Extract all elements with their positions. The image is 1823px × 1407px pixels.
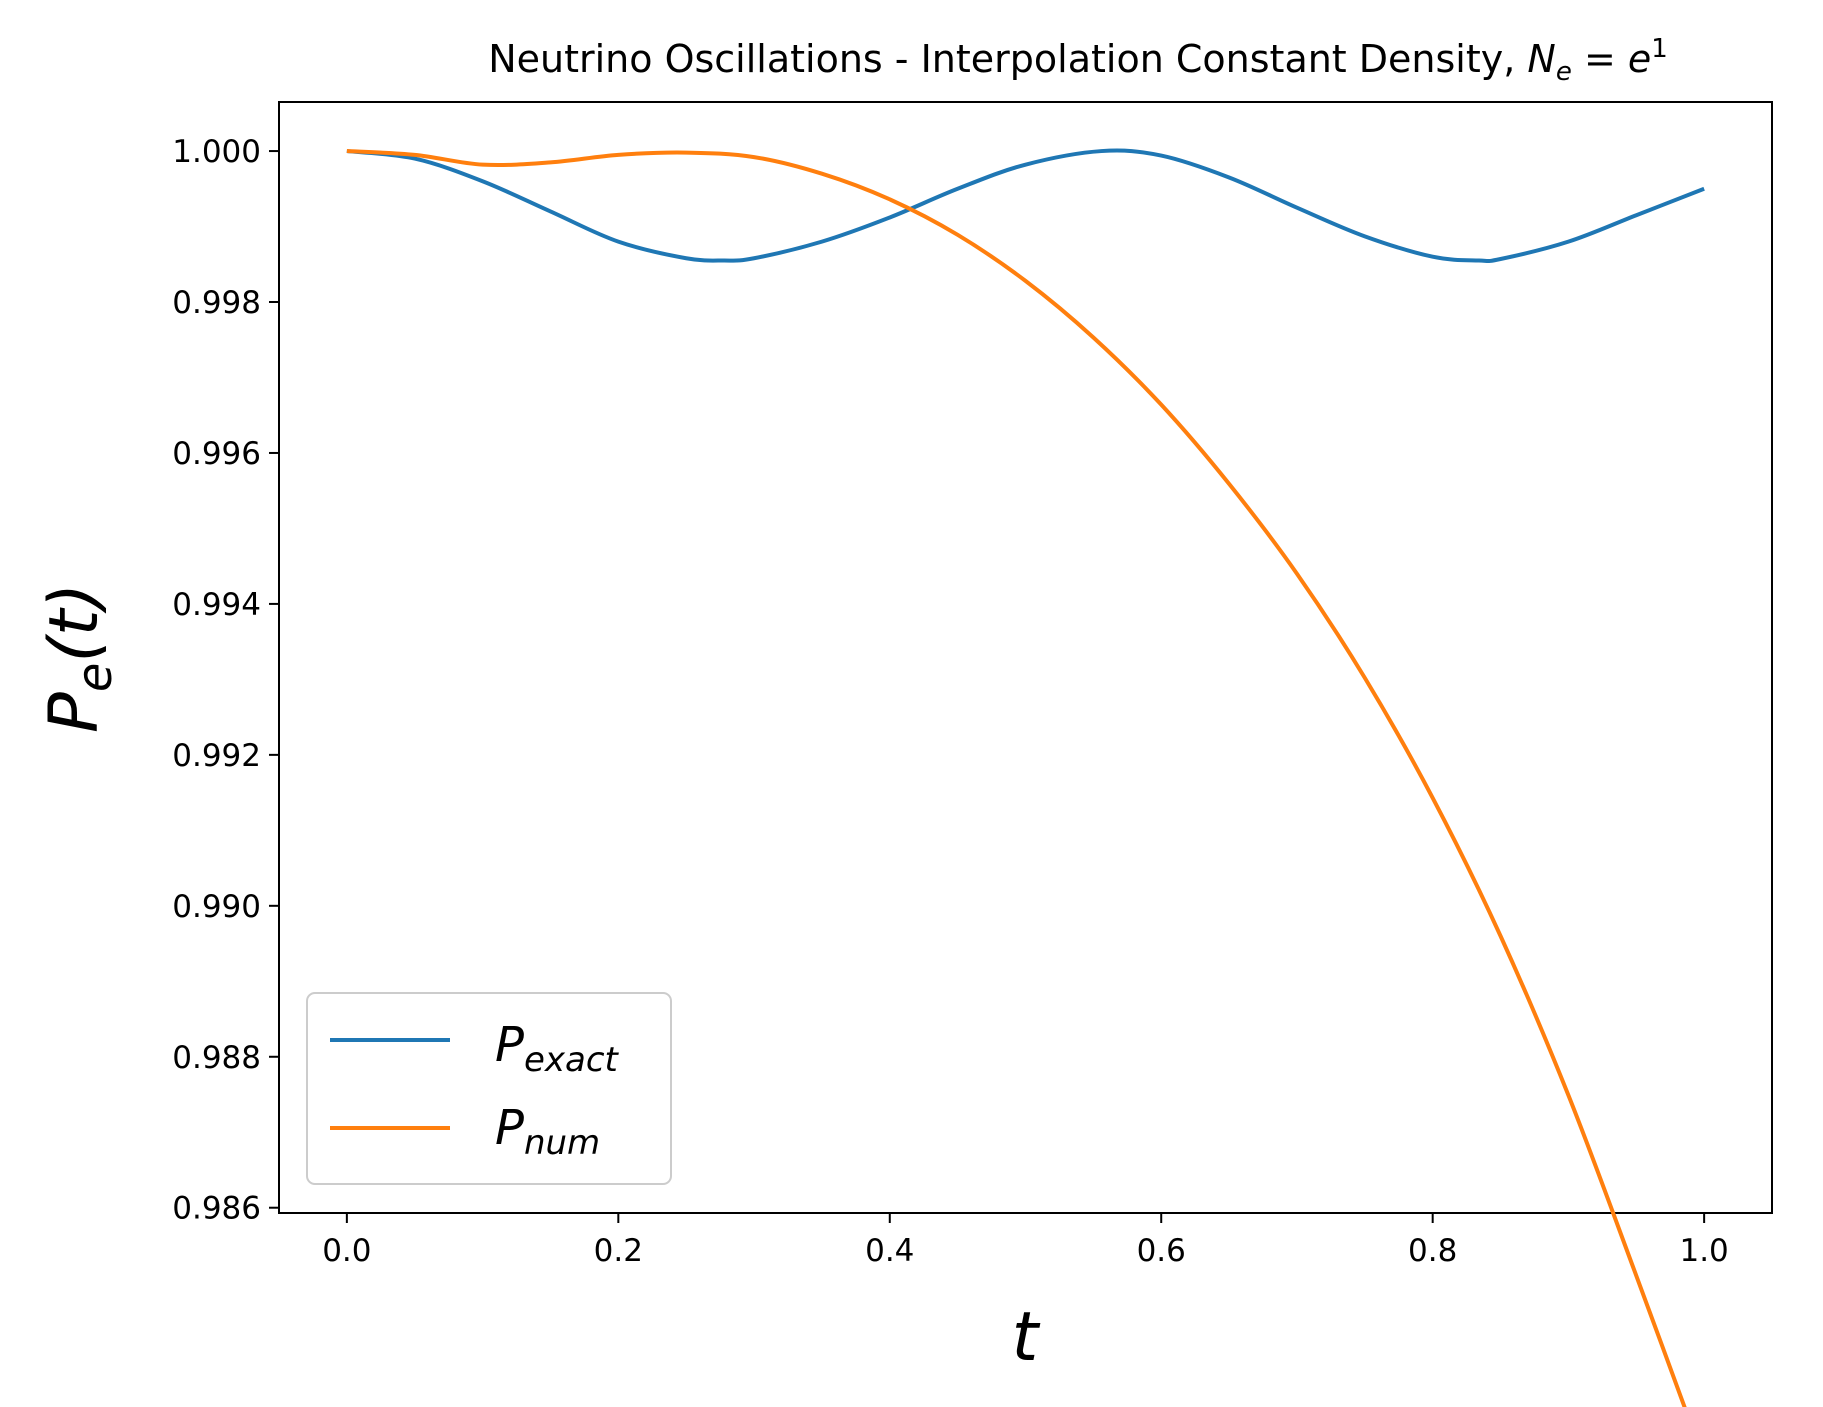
y-tick-label: 0.986 <box>172 1191 261 1227</box>
legend-label-exact-sub: exact <box>524 1040 620 1080</box>
x-tick-label: 0.4 <box>865 1233 914 1269</box>
y-axis-label-sub: e <box>67 663 123 693</box>
chart-title-math-sup: 1 <box>1651 34 1668 64</box>
x-tick-label: 0.6 <box>1137 1233 1186 1269</box>
legend: Pexact Pnum <box>306 992 672 1185</box>
x-ticks: 0.0 0.2 0.4 0.6 0.8 1.0 <box>322 1213 1729 1269</box>
x-tick-label: 0.8 <box>1408 1233 1457 1269</box>
legend-label-exact-base: P <box>495 1017 524 1073</box>
x-tick-label: 0.0 <box>322 1233 371 1269</box>
chart-title-text: Neutrino Oscillations - Interpolation Co… <box>488 37 1527 81</box>
x-tick-label: 0.2 <box>594 1233 643 1269</box>
x-axis-label: t <box>1012 1298 1041 1377</box>
y-tick-label: 0.998 <box>172 285 261 321</box>
y-axis-label: Pe(t) <box>35 583 123 733</box>
y-axis-label-base: P <box>35 692 114 733</box>
legend-frame <box>306 992 672 1185</box>
y-tick-label: 0.996 <box>172 436 261 472</box>
series-line-exact <box>346 148 1705 264</box>
y-tick-label: 1.000 <box>172 134 261 170</box>
chart-title-math-base: N <box>1527 37 1555 81</box>
y-axis-label-arg: (t) <box>35 583 114 663</box>
series-layer <box>346 148 1705 1407</box>
y-ticks: 0.986 0.988 0.990 0.992 0.994 0.996 0.998 1.000 <box>172 134 279 1227</box>
x-tick-label: 1.0 <box>1679 1233 1728 1269</box>
y-tick-label: 0.990 <box>172 889 261 925</box>
legend-label-num: Pnum <box>495 1100 600 1163</box>
chart-title: Neutrino Oscillations - Interpolation Co… <box>488 34 1668 87</box>
chart-title-math-eq: = <box>1572 37 1628 81</box>
y-tick-label: 0.988 <box>172 1040 261 1076</box>
chart-title-math-rhs: e <box>1628 37 1651 81</box>
legend-label-num-sub: num <box>524 1123 600 1163</box>
series-line-num <box>346 149 1687 1407</box>
legend-label-num-base: P <box>495 1100 524 1156</box>
plot-area <box>278 101 1773 1214</box>
y-tick-label: 0.994 <box>172 587 261 623</box>
chart-title-math-sub: e <box>1556 57 1572 87</box>
y-tick-label: 0.992 <box>172 738 261 774</box>
legend-label-exact: Pexact <box>495 1017 620 1080</box>
